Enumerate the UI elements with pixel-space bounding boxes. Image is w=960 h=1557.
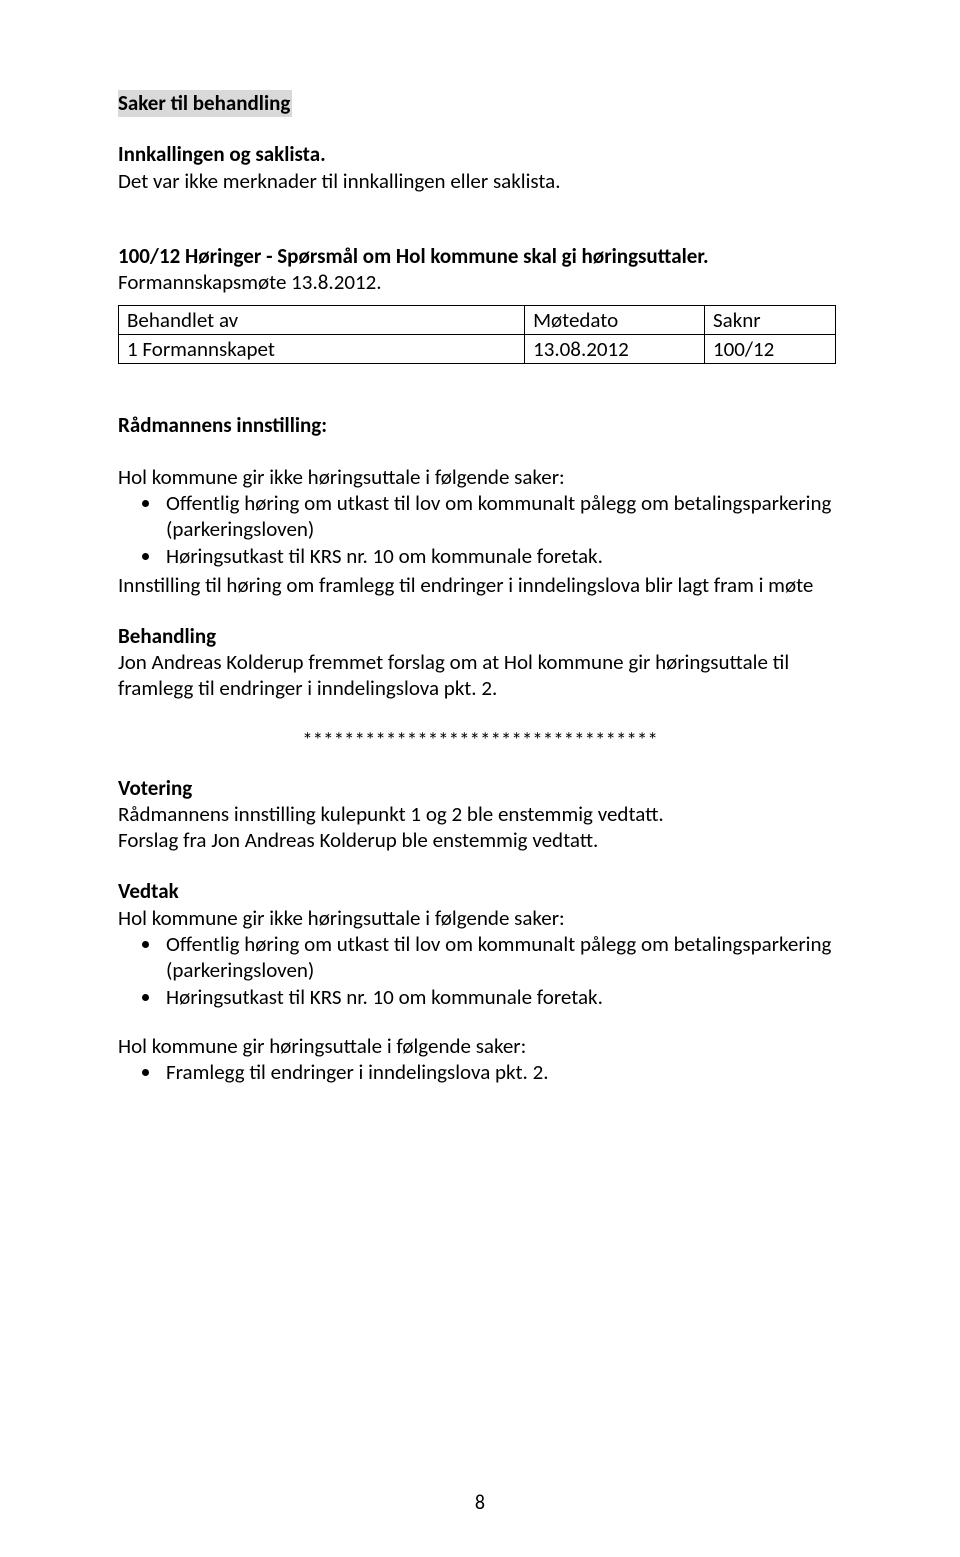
table-header: Saknr xyxy=(704,306,835,335)
table-row: Behandlet av Møtedato Saknr xyxy=(119,306,836,335)
list-item: Offentlig høring om utkast til lov om ko… xyxy=(162,490,842,543)
innstilling-title: Rådmannens innstilling: xyxy=(118,412,842,438)
table-header: Møtedato xyxy=(525,306,705,335)
list-item: Offentlig høring om utkast til lov om ko… xyxy=(162,931,842,984)
case-subtitle: Formannskapsmøte 13.8.2012. xyxy=(118,269,842,295)
innstilling-trailer: Innstilling til høring om framlegg til e… xyxy=(118,572,842,598)
case-title: 100/12 Høringer - Spørsmål om Hol kommun… xyxy=(118,243,842,269)
table-cell: 1 Formannskapet xyxy=(119,335,525,364)
page-heading: Saker til behandling xyxy=(118,90,842,117)
vedtak-intro2: Hol kommune gir høringsuttale i følgende… xyxy=(118,1033,842,1059)
behandling-text: Jon Andreas Kolderup fremmet forslag om … xyxy=(118,649,842,702)
behandling-title: Behandling xyxy=(118,623,842,649)
page-number: 8 xyxy=(0,1491,960,1515)
list-item: Framlegg til endringer i inndelingslova … xyxy=(162,1059,842,1085)
innstilling-intro: Hol kommune gir ikke høringsuttale i føl… xyxy=(118,464,842,490)
handled-by-table: Behandlet av Møtedato Saknr 1 Formannska… xyxy=(118,305,836,364)
list-item: Høringsutkast til KRS nr. 10 om kommunal… xyxy=(162,543,842,569)
table-cell: 13.08.2012 xyxy=(525,335,705,364)
votering-title: Votering xyxy=(118,775,842,801)
vedtak-title: Vedtak xyxy=(118,878,842,904)
table-header: Behandlet av xyxy=(119,306,525,335)
table-row: 1 Formannskapet 13.08.2012 100/12 xyxy=(119,335,836,364)
vedtak-intro: Hol kommune gir ikke høringsuttale i føl… xyxy=(118,905,842,931)
intro-line2: Det var ikke merknader til innkallingen … xyxy=(118,168,842,194)
vedtak-bullets-2: Framlegg til endringer i inndelingslova … xyxy=(118,1059,842,1085)
intro-line1: Innkallingen og saklista. xyxy=(118,141,842,167)
separator-stars: ********************************** xyxy=(118,727,842,753)
table-cell: 100/12 xyxy=(704,335,835,364)
document-page: Saker til behandling Innkallingen og sak… xyxy=(0,0,960,1557)
votering-line1: Rådmannens innstilling kulepunkt 1 og 2 … xyxy=(118,801,842,827)
votering-line2: Forslag fra Jon Andreas Kolderup ble ens… xyxy=(118,827,842,853)
list-item: Høringsutkast til KRS nr. 10 om kommunal… xyxy=(162,984,842,1010)
innstilling-bullets: Offentlig høring om utkast til lov om ko… xyxy=(118,490,842,570)
vedtak-bullets-1: Offentlig høring om utkast til lov om ko… xyxy=(118,931,842,1011)
heading-text: Saker til behandling xyxy=(118,90,292,117)
